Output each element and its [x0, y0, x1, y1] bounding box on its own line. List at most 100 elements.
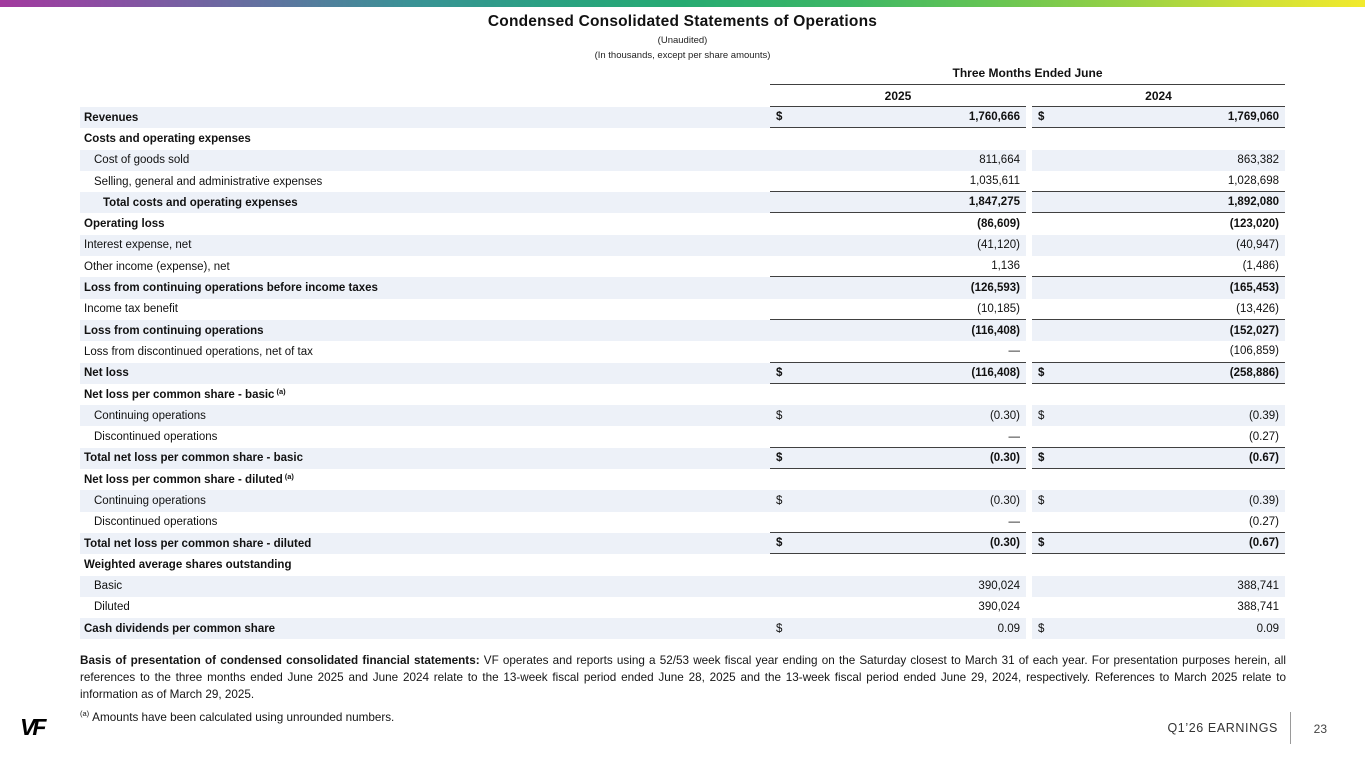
- currency-symbol: $: [776, 494, 783, 507]
- table-row: Income tax benefit (10,185) (13,426): [80, 299, 1285, 320]
- currency-symbol: $: [776, 537, 783, 550]
- cell-value: —: [1008, 345, 1021, 358]
- value-cell-2024: (1,486): [1032, 256, 1285, 278]
- footnote-marker: (a): [276, 387, 286, 396]
- table-row: Loss from continuing operations before i…: [80, 277, 1285, 299]
- cell-value: (126,593): [970, 282, 1020, 295]
- value-cell-2024: (152,027): [1032, 319, 1285, 342]
- cell-value: (40,947): [1236, 239, 1279, 252]
- currency-symbol: $: [776, 111, 783, 124]
- cell-value: (116,408): [971, 324, 1020, 337]
- value-cell-2024: 388,741: [1032, 597, 1285, 618]
- basis-text: VF operates and reports using a 52/53 we…: [80, 654, 1286, 702]
- value-cell-2024: (13,426): [1032, 299, 1285, 320]
- cell-value: (0.27): [1248, 515, 1279, 528]
- currency-symbol: $: [1038, 537, 1045, 550]
- value-cell-2025: $ (0.30): [770, 405, 1026, 427]
- row-label: Income tax benefit: [84, 303, 178, 316]
- cell-value: 390,024: [978, 580, 1020, 593]
- cell-value: 0.09: [997, 622, 1020, 635]
- currency-symbol: $: [1038, 366, 1045, 379]
- value-cell-2025: —: [770, 426, 1026, 448]
- cell-value: (0.30): [989, 451, 1020, 464]
- value-cell-2024: $ (0.67): [1032, 532, 1285, 555]
- currency-symbol: $: [776, 366, 783, 379]
- footnote-marker: (a): [284, 472, 294, 482]
- value-cell-2024: [1032, 128, 1285, 149]
- table-row: Total net loss per common share - dilute…: [80, 532, 1285, 555]
- table-row: Costs and operating expenses: [80, 128, 1285, 149]
- value-cell-2024: 1,892,080: [1032, 192, 1285, 214]
- cell-value: 1,760,666: [968, 111, 1020, 124]
- cell-value: (10,185): [977, 302, 1020, 315]
- basis-paragraph: Basis of presentation of condensed conso…: [80, 652, 1286, 704]
- table-row: Net loss $ (116,408) $ (258,886): [80, 362, 1285, 384]
- table-row: Loss from discontinued operations, net o…: [80, 341, 1285, 363]
- year-header-row: 2025 2024: [80, 86, 1285, 107]
- row-label: Selling, general and administrative expe…: [94, 175, 323, 188]
- cell-value: 388,741: [1237, 601, 1279, 614]
- cell-value: (86,609): [977, 218, 1020, 231]
- table-body: Revenues $1,760,666 $1,769,060 Costs and op…: [80, 107, 1285, 640]
- cell-value: 811,664: [979, 154, 1020, 167]
- row-label: Cost of goods sold: [80, 149, 770, 171]
- value-cell-2024: [1032, 469, 1285, 490]
- value-cell-2024: $0.09: [1032, 618, 1285, 640]
- value-cell-2025: 1,035,611: [770, 171, 1026, 193]
- table-row: Selling, general and administrative expe…: [80, 171, 1285, 193]
- table-row: Discontinued operations — (0.27): [80, 512, 1285, 533]
- value-cell-2024: $ (0.67): [1032, 447, 1285, 470]
- footer-divider: [1290, 712, 1291, 744]
- cell-value: (13,426): [1236, 302, 1279, 315]
- year-header-2024: 2024: [1032, 86, 1285, 107]
- table-row: Continuing operations $ (0.30) $ (0.39): [80, 405, 1285, 427]
- cell-value: 1,769,060: [1227, 111, 1279, 124]
- cell-value: (123,020): [1229, 218, 1279, 231]
- cell-value: (0.30): [989, 537, 1020, 550]
- currency-symbol: $: [1038, 111, 1045, 124]
- value-cell-2025: [770, 469, 1026, 490]
- value-cell-2024: (0.27): [1032, 426, 1285, 448]
- row-label: Basic: [80, 575, 770, 597]
- footnote-a: (a) Amounts have been calculated using un…: [80, 709, 394, 724]
- value-cell-2025: $ (0.30): [770, 490, 1026, 512]
- row-label: Weighted average shares outstanding: [84, 558, 292, 571]
- value-cell-2024: (0.27): [1032, 512, 1285, 533]
- value-cell-2024: $1,769,060: [1032, 107, 1285, 129]
- value-cell-2025: —: [770, 341, 1026, 363]
- table-row: Cost of goods sold 811,664 863,382: [80, 149, 1285, 171]
- top-gradient-bar: [0, 0, 1365, 7]
- row-label: Loss from continuing operations before i…: [80, 277, 770, 299]
- value-cell-2024: [1032, 384, 1285, 405]
- cell-value: 1,035,611: [969, 175, 1020, 188]
- cell-value: (0.39): [1248, 494, 1279, 507]
- value-cell-2024: 388,741: [1032, 575, 1285, 597]
- table-row: Revenues $1,760,666 $1,769,060: [80, 107, 1285, 129]
- value-cell-2024: 863,382: [1032, 149, 1285, 171]
- value-cell-2024: (165,453): [1032, 277, 1285, 299]
- value-cell-2024: $ (0.39): [1032, 490, 1285, 512]
- cell-value: (41,120): [977, 239, 1020, 252]
- table-row: Continuing operations $ (0.30) $ (0.39): [80, 490, 1285, 512]
- cell-value: (1,486): [1242, 260, 1279, 273]
- value-cell-2024: (40,947): [1032, 234, 1285, 257]
- row-label: Loss from discontinued operations, net o…: [84, 345, 313, 358]
- value-cell-2025: $ (0.30): [770, 532, 1026, 555]
- value-cell-2025: (126,593): [770, 277, 1026, 299]
- footnote-text: Amounts have been calculated using unrou…: [92, 710, 395, 724]
- table-row: Net loss per common share - basic (a): [80, 384, 1285, 405]
- title-block: Condensed Consolidated Statements of Ope…: [0, 13, 1365, 61]
- value-cell-2025: [770, 384, 1026, 405]
- row-label: Diluted: [94, 601, 130, 614]
- value-cell-2025: (10,185): [770, 299, 1026, 320]
- cell-value: 1,028,698: [1227, 175, 1279, 188]
- currency-symbol: $: [1038, 494, 1045, 507]
- row-label: Cash dividends per common share: [80, 618, 770, 640]
- currency-symbol: $: [776, 409, 783, 422]
- table-row: Net loss per common share - diluted (a): [80, 469, 1285, 490]
- statements-table: Three Months Ended June 2025 2024 Revenu…: [80, 66, 1285, 640]
- currency-symbol: $: [1038, 622, 1045, 635]
- value-cell-2025: 390,024: [770, 597, 1026, 618]
- table-row: Basic 390,024 388,741: [80, 575, 1285, 597]
- basis-lead: Basis of presentation of condensed conso…: [80, 654, 480, 667]
